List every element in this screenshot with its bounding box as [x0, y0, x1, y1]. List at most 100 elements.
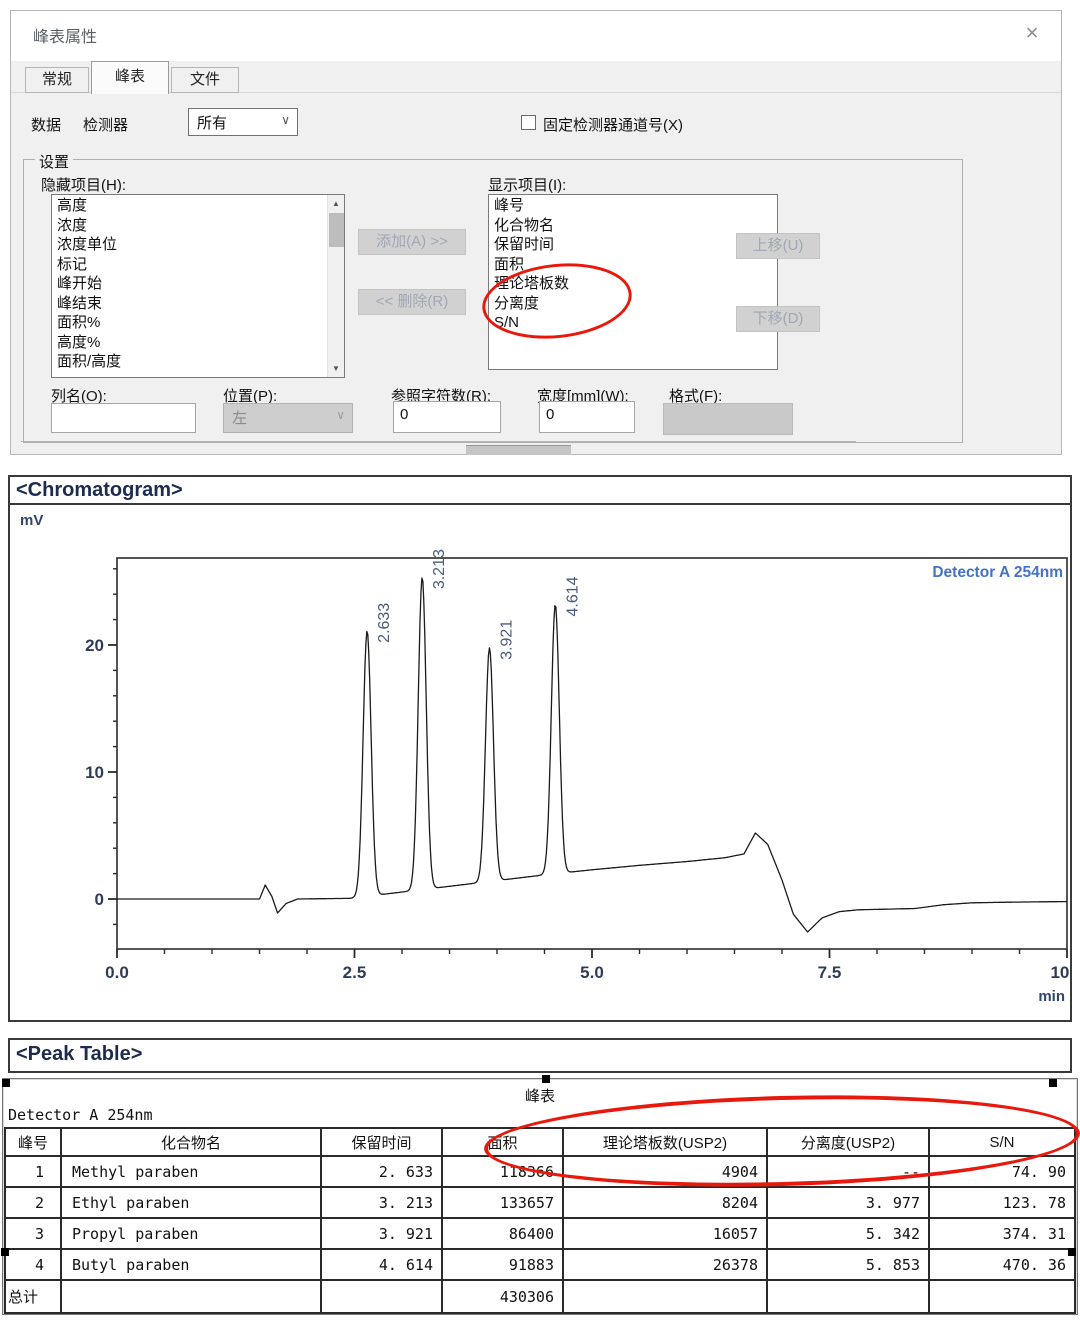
selection-handle-top-right[interactable] [1049, 1079, 1057, 1087]
x-tick-label: 2.5 [343, 963, 367, 982]
table-cell: 3. 213 [322, 1188, 443, 1219]
shown-items-listbox[interactable]: 峰号化合物名保留时间面积理论塔板数分离度 S/N [488, 194, 778, 370]
selection-handle-top-left[interactable] [2, 1079, 10, 1087]
peak-table-grid: 峰号 化合物名 保留时间 面积 理论塔板数(USP2) 分离度(USP2) S/N 1 Meth… [4, 1127, 1076, 1314]
scrollbar-thumb[interactable] [329, 213, 344, 247]
list-item[interactable]: 化合物名 [494, 216, 555, 234]
list-item[interactable]: 高度 [57, 197, 88, 214]
fixed-channel-checkbox[interactable] [521, 115, 536, 130]
selection-handle-mid-left[interactable] [1, 1248, 9, 1256]
table-cell [564, 1281, 768, 1312]
peak-rt-label: 3.213 [431, 549, 448, 589]
list-item[interactable]: 标记 [57, 255, 88, 273]
plot-frame [116, 557, 1068, 950]
list-item[interactable]: 浓度单位 [57, 236, 118, 253]
list-item[interactable]: 面积 [494, 255, 525, 273]
hidden-list-scrollbar[interactable]: ▲ ▼ [327, 195, 344, 377]
list-item[interactable]: 理论塔板数 [494, 275, 570, 292]
chromatogram-header-text: <Chromatogram> [16, 479, 183, 501]
table-header-cell: 化合物名 [62, 1129, 322, 1157]
table-header-cell: 保留时间 [322, 1129, 443, 1157]
hidden-items-label: 隐藏项目(H): [41, 177, 126, 194]
format-input[interactable] [663, 403, 793, 435]
position-combo[interactable]: 左 ∨ [223, 403, 353, 433]
ok-button[interactable] [466, 445, 571, 455]
list-item[interactable]: 峰结束 [57, 294, 103, 312]
list-item[interactable]: 浓度 [57, 216, 88, 234]
position-label: 位置(P): [223, 388, 278, 405]
table-cell: 3. 921 [322, 1219, 443, 1250]
table-header-cell: 峰号 [6, 1129, 62, 1157]
list-item[interactable]: 面积% [57, 314, 101, 331]
tab-general[interactable]: 常规 [25, 67, 89, 93]
close-icon[interactable]: × [1025, 20, 1039, 45]
peak-table-detector-line: Detector A 254nm [8, 1106, 153, 1124]
table-cell: 5. 342 [768, 1219, 930, 1250]
table-cell: Propyl paraben [62, 1219, 322, 1250]
peak-table-container[interactable]: 峰表 Detector A 254nm 峰号 化合物名 保留时间 面积 理论塔板数(US… [2, 1078, 1078, 1315]
peak-table-properties-dialog: 峰表属性 × 常规 峰表 文件 数据 检测器 所有 ∨ 固定检测器通道号(X) … [10, 10, 1062, 455]
y-tick-label: 0 [95, 890, 104, 909]
chevron-down-icon: ∨ [281, 113, 290, 127]
tab-peak-table[interactable]: 峰表 [91, 61, 169, 94]
table-cell: 133657 [443, 1188, 564, 1219]
list-item[interactable]: S/N [494, 314, 520, 331]
table-cell: 1 [6, 1157, 62, 1188]
fixed-channel-checkbox-label: 固定检测器通道号(X) [543, 117, 683, 134]
width-mm-input[interactable]: 0 [539, 401, 635, 433]
list-item[interactable]: 保留时间 [494, 236, 555, 253]
table-header-cell: S/N [930, 1129, 1074, 1157]
table-cell: 5. 853 [768, 1250, 930, 1281]
chromatogram-panel: <Chromatogram> 0 10 20 0.0 2.5 5.0 7.5 10.0 mV mi… [8, 475, 1072, 1022]
table-cell: 91883 [443, 1250, 564, 1281]
data-label: 数据 [31, 117, 62, 134]
x-axis-unit-label: min [1038, 988, 1065, 1005]
chromatogram-header: <Chromatogram> [10, 477, 1070, 505]
list-item[interactable]: 峰开始 [57, 275, 103, 292]
add-button[interactable]: 添加(A) >> [358, 229, 466, 255]
dialog-titlebar[interactable]: 峰表属性 × [11, 11, 1061, 61]
peak-rt-label: 2.633 [376, 603, 393, 643]
shown-items-label: 显示项目(I): [488, 177, 567, 194]
selection-handle-mid-right[interactable] [1068, 1248, 1076, 1256]
chromatogram-plot: 0 10 20 0.0 2.5 5.0 7.5 10.0 mV min Detector A 254… [20, 512, 1070, 1005]
scroll-down-icon[interactable]: ▼ [332, 364, 340, 373]
x-tick-label: 0.0 [105, 963, 129, 982]
scroll-up-icon[interactable]: ▲ [332, 199, 340, 208]
table-cell: 74. 90 [930, 1157, 1074, 1188]
column-name-input[interactable] [51, 403, 196, 433]
table-cell: 430306 [443, 1281, 564, 1312]
dialog-separator [21, 441, 856, 442]
column-name-label: 列名(O): [51, 388, 107, 405]
ref-chars-input[interactable]: 0 [393, 401, 501, 433]
table-cell: 374. 31 [930, 1219, 1074, 1250]
x-tick-label: 7.5 [818, 963, 842, 982]
tabstrip-divider [11, 92, 1061, 93]
table-cell: 4 [6, 1250, 62, 1281]
table-cell: 2. 633 [322, 1157, 443, 1188]
table-cell: 86400 [443, 1219, 564, 1250]
list-item[interactable]: 峰号 [494, 197, 525, 214]
tab-file[interactable]: 文件 [171, 67, 239, 93]
detector-combo[interactable]: 所有 ∨ [188, 108, 298, 136]
table-cell: 总计 [6, 1281, 62, 1312]
list-item[interactable]: 面积/高度 [57, 353, 122, 370]
dialog-title: 峰表属性 [33, 29, 98, 46]
selection-handle-top-center[interactable] [542, 1075, 550, 1083]
list-item[interactable]: 高度% [57, 333, 101, 351]
table-cell: 118366 [443, 1157, 564, 1188]
table-cell: 3 [6, 1219, 62, 1250]
move-up-button[interactable]: 上移(U) [736, 233, 820, 259]
move-down-button[interactable]: 下移(D) [736, 306, 820, 332]
table-cell: 2 [6, 1188, 62, 1219]
peak-table-header-text: <Peak Table> [16, 1043, 143, 1065]
table-header-cell: 理论塔板数(USP2) [564, 1129, 768, 1157]
hidden-items-listbox[interactable]: 高度浓度浓度单位标记峰开始峰结束面积% 高度% 面积/高度 ▲ ▼ [51, 194, 345, 378]
remove-button[interactable]: << 删除(R) [358, 289, 466, 315]
table-header-cell: 面积 [443, 1129, 564, 1157]
settings-legend: 设置 [35, 151, 74, 172]
table-cell [768, 1281, 930, 1312]
table-cell: 3. 977 [768, 1188, 930, 1219]
list-item[interactable]: 分离度 [494, 294, 540, 312]
